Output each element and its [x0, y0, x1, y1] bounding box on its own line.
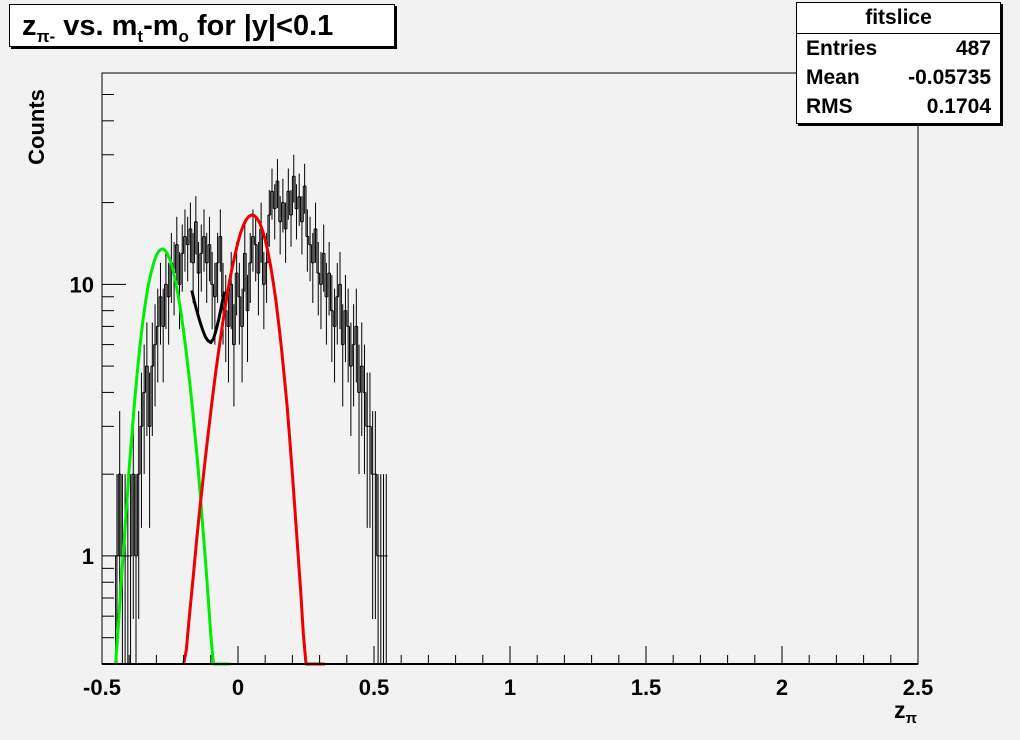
histogram-bin: [384, 474, 388, 664]
stats-value: 487: [955, 37, 991, 60]
stats-box: fitslice Entries 487 Mean -0.05735 RMS 0…: [796, 2, 1001, 124]
histogram-bin: [376, 474, 380, 664]
stats-title: fitslice: [797, 3, 1000, 34]
histogram-bin: [370, 411, 374, 620]
x-tick-label: 1: [504, 675, 516, 700]
fit-curve-total: [190, 290, 226, 345]
fit-curve-peak1: [114, 247, 230, 666]
title-box: zπ- vs. mt-mo for |y|<0.1: [9, 4, 395, 47]
stats-label: Mean: [806, 66, 860, 89]
stats-row-rms: RMS 0.1704: [797, 92, 1000, 121]
stats-value: -0.05735: [908, 66, 991, 89]
x-tick-label: -0.5: [83, 675, 121, 700]
y-tick-label: 10: [70, 272, 94, 297]
x-axis-label: zπ: [894, 697, 918, 727]
chart-title: zπ- vs. mt-mo for |y|<0.1: [22, 10, 334, 46]
x-tick-label: 0: [232, 675, 244, 700]
histogram-bin: [379, 474, 383, 664]
x-tick-label: 1.5: [631, 675, 662, 700]
y-axis-label: Counts: [24, 89, 49, 165]
fit-curve-peak2: [182, 213, 325, 666]
y-tick-label: 1: [82, 544, 94, 569]
stats-row-mean: Mean -0.05735: [797, 63, 1000, 92]
stats-value: 0.1704: [926, 95, 991, 118]
axes-layer: -0.5 0 0.5 1 1.5 2 2.5 1 10: [70, 72, 934, 700]
histogram-bin: [382, 474, 385, 664]
stats-row-entries: Entries 487: [797, 34, 1000, 63]
stats-label: RMS: [806, 95, 853, 118]
x-tick-label: 2.5: [903, 675, 934, 700]
histogram-layer: [115, 154, 388, 664]
plot-frame: [101, 72, 919, 665]
stats-label: Entries: [806, 37, 878, 60]
histogram-bin: [365, 372, 369, 528]
x-tick-label: 0.5: [359, 675, 390, 700]
fit-curves-layer: [114, 213, 325, 666]
x-tick-label: 2: [776, 675, 788, 700]
